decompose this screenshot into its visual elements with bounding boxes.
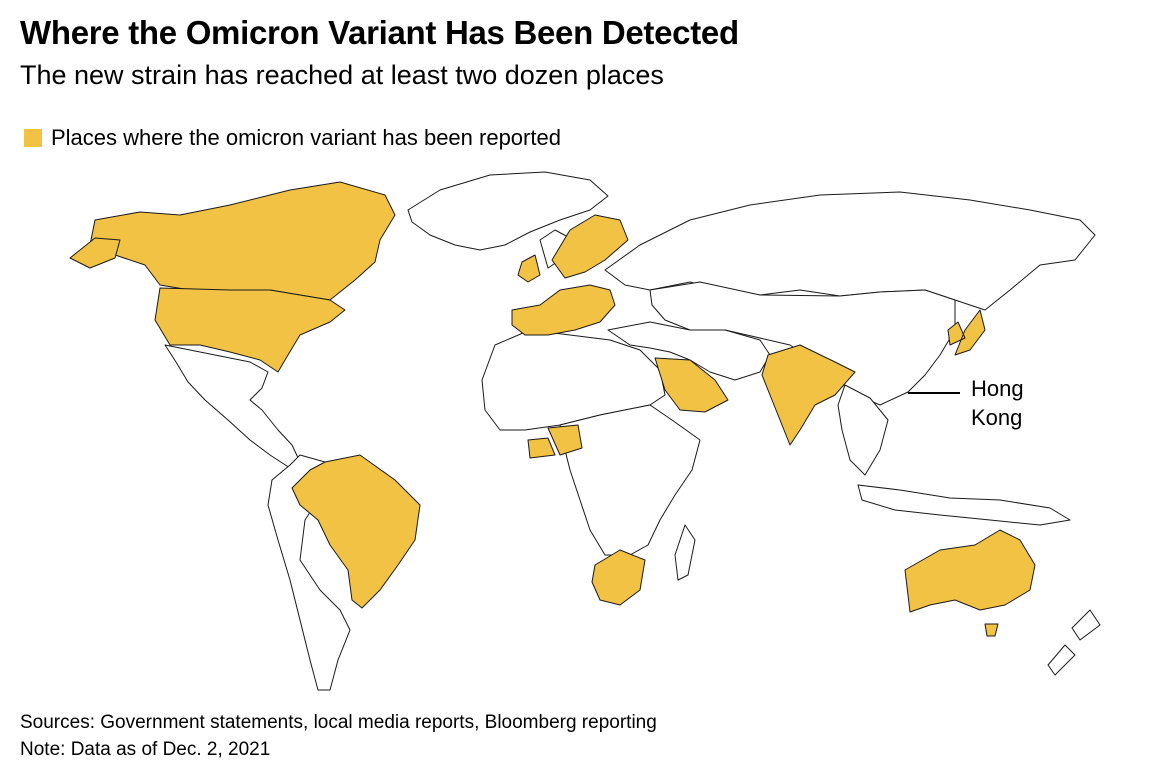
unhighlighted-countries [164, 171, 1101, 691]
middle-east-north [607, 321, 771, 381]
indonesia-papua [857, 484, 1071, 526]
uk [517, 254, 541, 283]
central-east-africa [559, 404, 701, 556]
footer: Sources: Government statements, local me… [20, 709, 657, 763]
greenland [407, 171, 609, 251]
brazil [291, 454, 421, 609]
madagascar [674, 524, 696, 581]
hong-kong-callout-line [908, 392, 960, 394]
india [761, 344, 856, 446]
western-europe [511, 284, 616, 336]
hong-kong-callout: Hong Kong [971, 374, 1024, 432]
legend-label: Places where the omicron variant has bee… [51, 125, 561, 150]
mexico-central-america [164, 344, 301, 469]
southeast-asia [837, 384, 889, 476]
legend-swatch [24, 129, 42, 147]
new-zealand [1047, 609, 1101, 676]
south-africa [591, 549, 646, 606]
australia [904, 529, 1036, 613]
chart-subtitle: The new strain has reached at least two … [20, 60, 664, 90]
note-text: Note: Data as of Dec. 2, 2021 [20, 739, 271, 760]
chart-title: Where the Omicron Variant Has Been Detec… [20, 14, 739, 51]
tasmania [984, 623, 999, 637]
canada [89, 181, 396, 301]
nigeria-ghana [527, 424, 583, 459]
callout-line2: Kong [971, 405, 1023, 430]
world-map [69, 171, 1101, 691]
united-states [154, 287, 346, 373]
alaska [69, 237, 121, 269]
scandinavia [551, 214, 629, 279]
highlighted-countries [69, 181, 1036, 637]
saudi-arabia [654, 357, 729, 413]
callout-line1: Hong [971, 376, 1024, 401]
japan-korea [947, 309, 986, 356]
legend: Places where the omicron variant has bee… [24, 125, 561, 151]
sources-text: Sources: Government statements, local me… [20, 712, 657, 733]
